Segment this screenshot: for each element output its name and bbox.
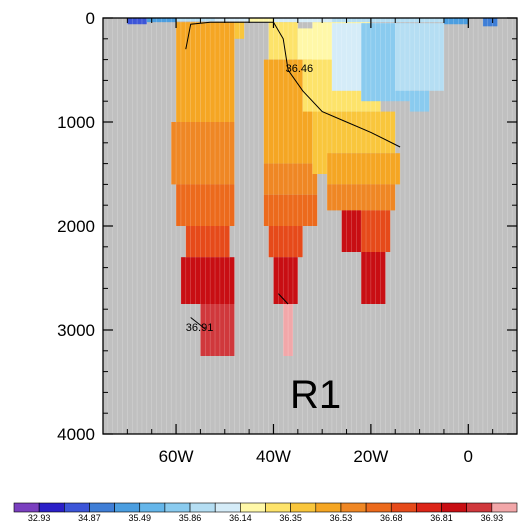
colorbar-swatch bbox=[491, 502, 518, 513]
field-cell bbox=[263, 194, 318, 226]
field-cell bbox=[176, 184, 235, 226]
field-cell bbox=[273, 18, 332, 23]
field-cell bbox=[268, 226, 303, 258]
colorbar-label: 36.35 bbox=[279, 513, 302, 523]
colorbar-swatch bbox=[139, 502, 166, 513]
field-cell bbox=[273, 257, 298, 304]
x-tick-label: 60W bbox=[159, 447, 194, 466]
y-tick-label: 2000 bbox=[57, 217, 95, 236]
field-cell bbox=[327, 153, 401, 185]
colorbar-swatch bbox=[265, 502, 291, 513]
colorbar-swatch bbox=[13, 502, 40, 513]
colorbar-label: 34.87 bbox=[78, 513, 101, 523]
field-cell bbox=[361, 252, 386, 304]
field-cell bbox=[200, 304, 235, 356]
field-cell bbox=[263, 163, 318, 195]
field-cell bbox=[185, 226, 230, 258]
y-tick-label: 0 bbox=[86, 9, 95, 28]
colorbar-swatch bbox=[114, 502, 141, 513]
contour-line bbox=[190, 317, 206, 330]
field-cell bbox=[215, 18, 250, 22]
field-cell bbox=[331, 18, 444, 23]
contour-label: 36.91 bbox=[186, 322, 214, 334]
y-tick-label: 1000 bbox=[57, 113, 95, 132]
field-cell bbox=[443, 18, 469, 25]
colorbar-label: 35.86 bbox=[179, 513, 202, 523]
field-cell bbox=[327, 184, 396, 211]
colorbar-swatch bbox=[214, 502, 241, 513]
colorbar-label: 36.81 bbox=[430, 513, 453, 523]
colorbar-swatch bbox=[290, 502, 317, 513]
colorbar-label: 36.14 bbox=[229, 513, 252, 523]
contour-label: 36.46 bbox=[286, 63, 314, 75]
y-tick-label: 4000 bbox=[57, 425, 95, 444]
colorbar-swatch bbox=[89, 502, 115, 513]
colorbar-label: 35.49 bbox=[128, 513, 151, 523]
colorbar-swatch bbox=[365, 502, 392, 513]
x-tick-label: 20W bbox=[353, 447, 388, 466]
field-cell bbox=[176, 18, 216, 22]
colorbar-label: 32.93 bbox=[28, 513, 51, 523]
colorbar-swatch bbox=[441, 502, 467, 513]
field-cell bbox=[146, 18, 177, 23]
colorbar-label: 36.68 bbox=[380, 513, 403, 523]
contour-line bbox=[277, 293, 289, 305]
field-cell bbox=[395, 23, 444, 91]
colorbar-swatch bbox=[340, 502, 367, 513]
colorbar-swatch bbox=[466, 502, 493, 513]
field-cell bbox=[409, 90, 430, 112]
x-tick-label: 40W bbox=[256, 447, 291, 466]
colorbar-swatch bbox=[189, 502, 216, 513]
colorbar-label: 36.93 bbox=[481, 513, 504, 523]
field-cell bbox=[283, 304, 293, 356]
colorbar-swatch bbox=[390, 502, 417, 513]
field-cell bbox=[171, 122, 235, 185]
contour-line bbox=[185, 21, 401, 148]
colorbar-swatch bbox=[315, 502, 342, 513]
colorbar-swatch bbox=[240, 502, 266, 513]
colorbar-swatch bbox=[416, 502, 442, 513]
field-cell bbox=[341, 210, 362, 252]
field-cell bbox=[249, 18, 274, 23]
colorbar-swatch bbox=[164, 502, 191, 513]
panel-label: R1 bbox=[290, 373, 341, 417]
field-cell bbox=[127, 18, 147, 25]
field-cell bbox=[234, 22, 245, 39]
field-cell bbox=[331, 111, 396, 154]
colorbar-label: 36.53 bbox=[330, 513, 353, 523]
field-cell bbox=[180, 257, 235, 304]
colorbar-swatch bbox=[64, 502, 90, 513]
colorbar-swatch bbox=[38, 502, 65, 513]
x-tick-label: 0 bbox=[464, 447, 473, 466]
y-tick-label: 3000 bbox=[57, 321, 95, 340]
field-cell bbox=[482, 18, 498, 27]
